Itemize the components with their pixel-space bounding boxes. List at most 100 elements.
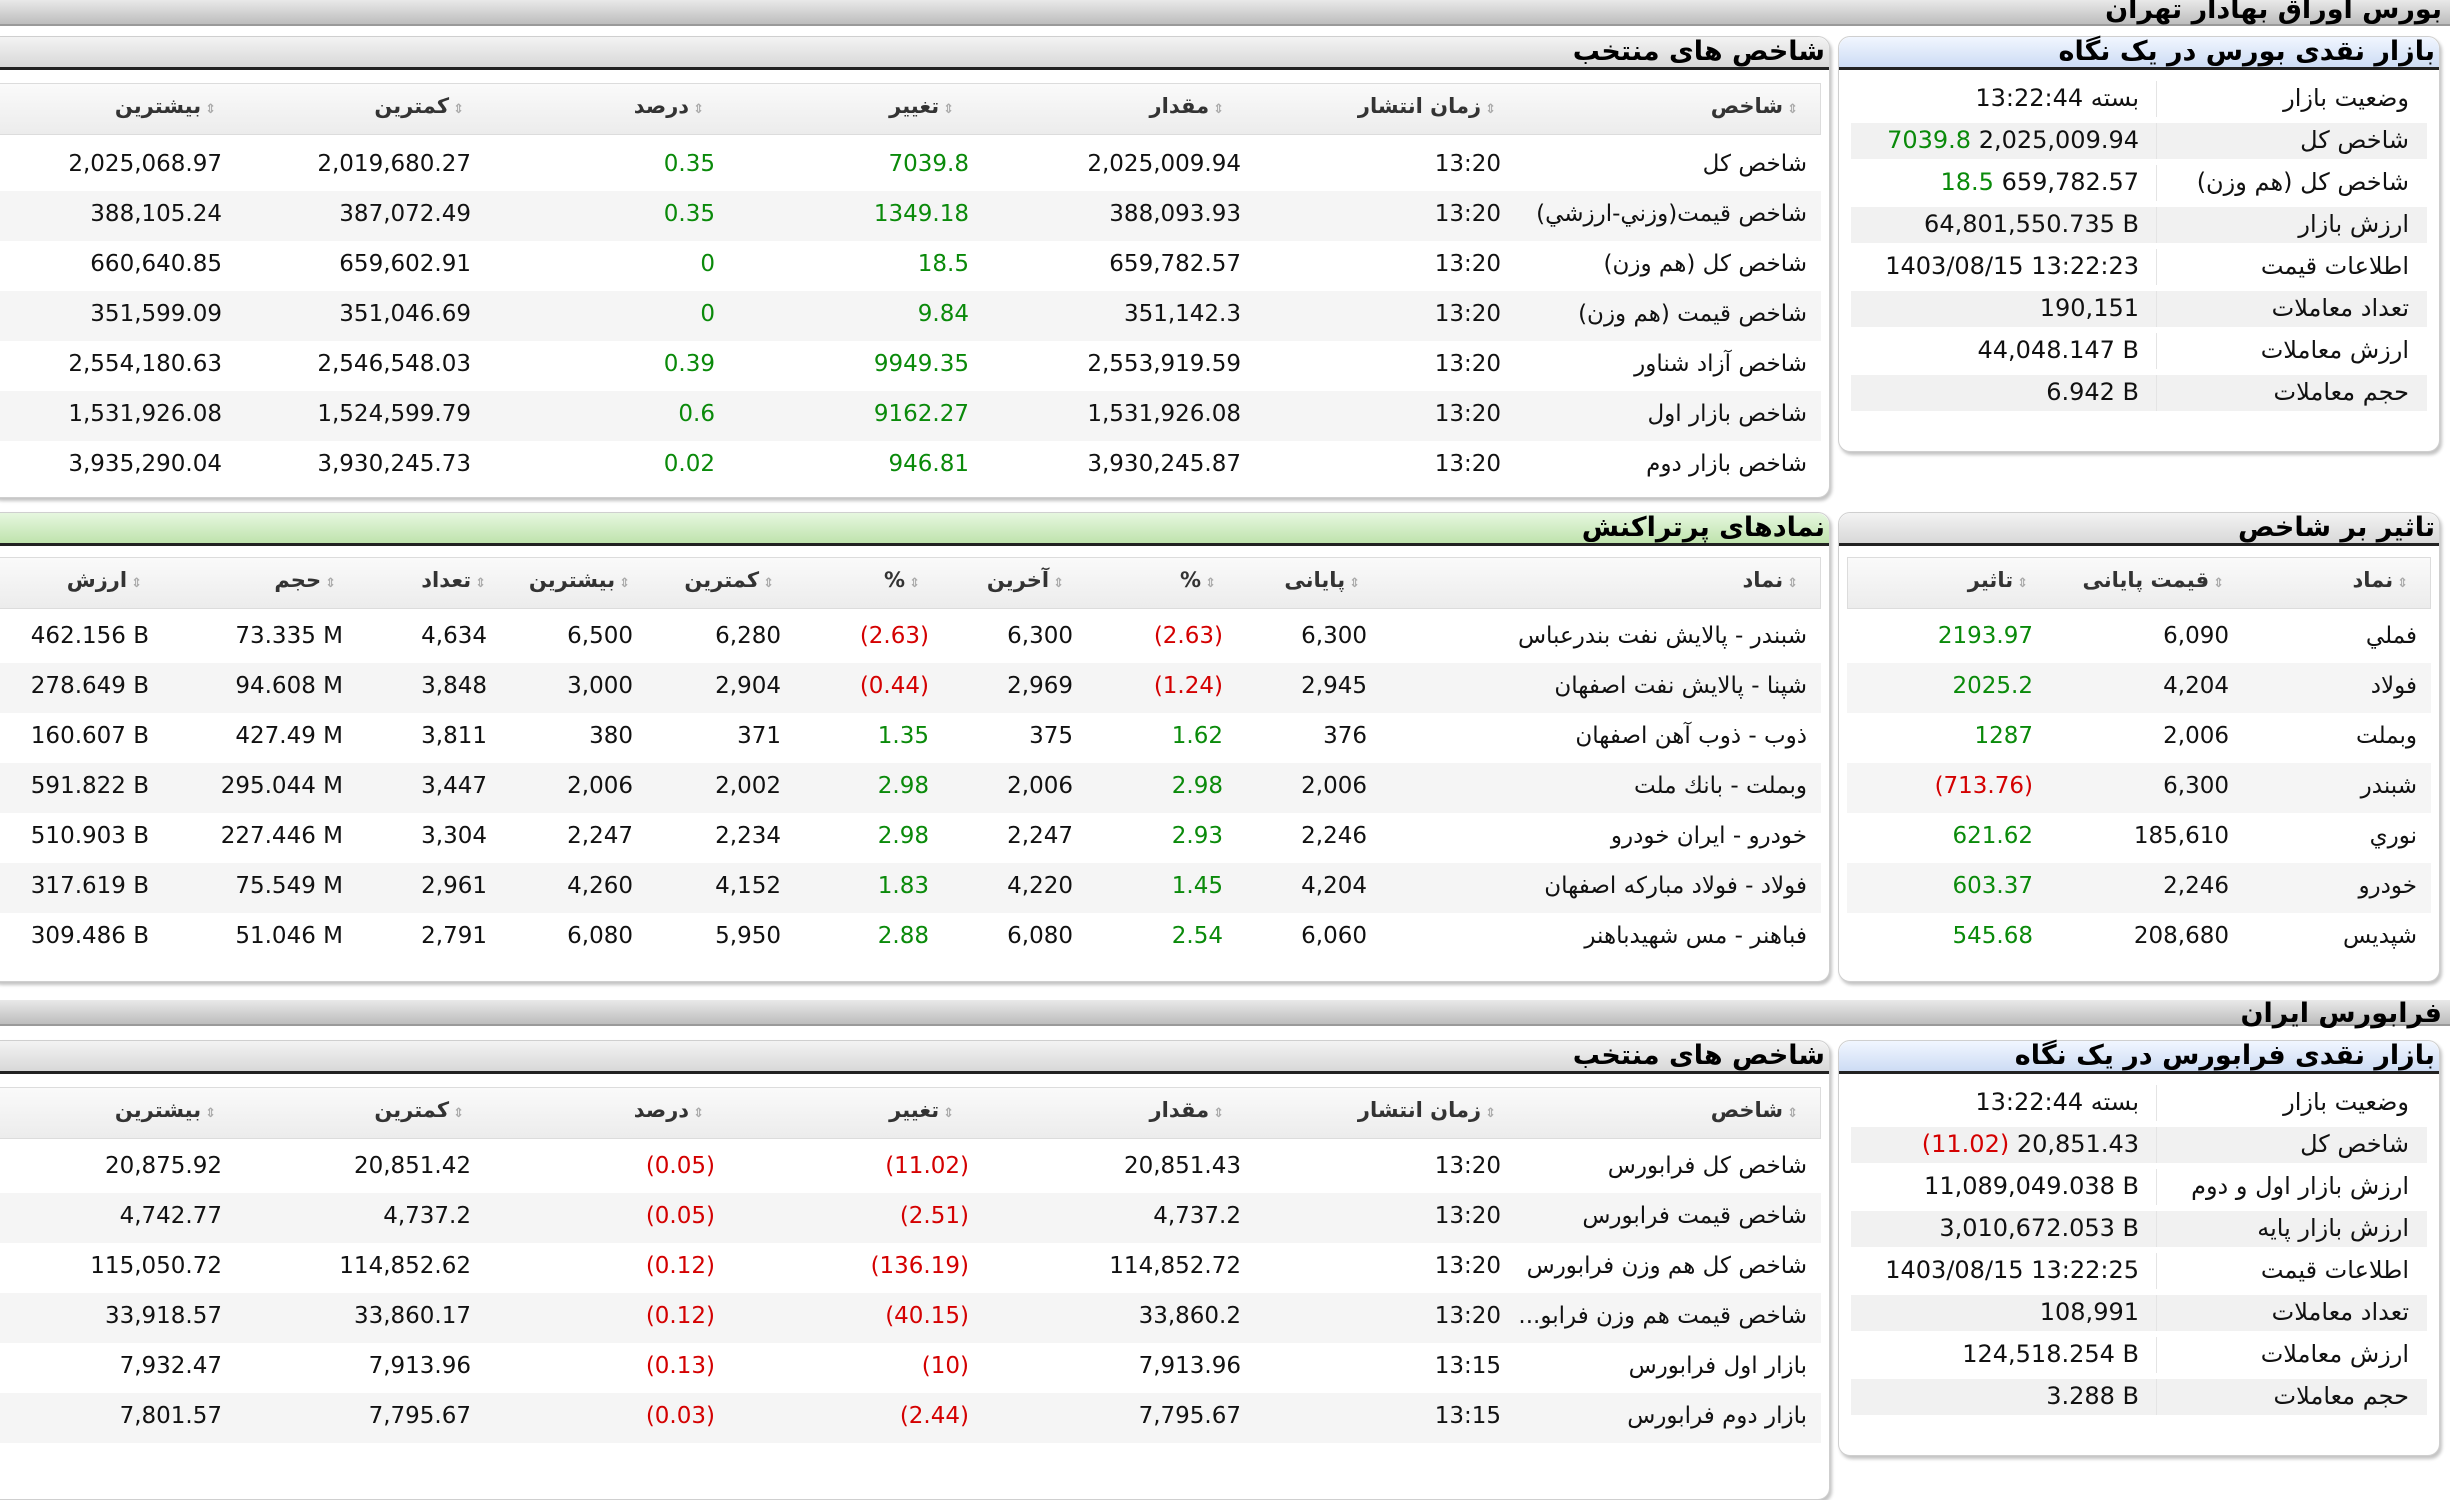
- column-header-symbol[interactable]: نماد: [2352, 568, 2408, 592]
- cell-name[interactable]: شاخص کل هم وزن فرابورس: [1526, 1253, 1807, 1279]
- cell-symbol[interactable]: فولاد: [2370, 673, 2417, 699]
- cell-close-pct: 2.98: [1171, 773, 1223, 799]
- column-header-change[interactable]: تغییر: [889, 1098, 954, 1122]
- cell-symbol[interactable]: خودرو: [2358, 873, 2417, 899]
- column-header-min[interactable]: کمترین: [684, 568, 774, 592]
- cell-name[interactable]: فباهنر - مس شهيدباهنر: [1584, 923, 1807, 949]
- glance-divider: [2156, 81, 2157, 117]
- column-header-min[interactable]: کمترین: [374, 1098, 464, 1122]
- cell-max: 380: [589, 723, 633, 749]
- cell-symbol[interactable]: فملي: [2365, 623, 2417, 649]
- cell-name[interactable]: خودرو - ايران خودرو: [1610, 823, 1807, 849]
- tse-active-panel: نمادهای پرتراکنش نماد پایانی% آخرین% کمترین…: [0, 512, 1830, 982]
- column-header-name[interactable]: نماد: [1742, 568, 1798, 592]
- cell-close: 2,246: [1301, 823, 1367, 849]
- column-header-max[interactable]: بیشترین: [529, 568, 630, 592]
- column-header-value[interactable]: ارزش: [67, 568, 142, 592]
- glance-value-text: 124,518.254 B: [1962, 1340, 2139, 1368]
- cell-name[interactable]: ذوب - ذوب آهن اصفهان: [1575, 723, 1807, 749]
- cell-change: 9.84: [917, 301, 969, 327]
- column-header-volume[interactable]: حجم: [274, 568, 336, 592]
- cell-impact: 1287: [1974, 723, 2033, 749]
- table-header-row: شاخص زمان انتشار مقدار تغییر درصد کمترین بیشتر…: [0, 1087, 1821, 1139]
- column-header-impact[interactable]: تاثیر: [1968, 568, 2028, 592]
- cell-percent: 0: [700, 301, 715, 327]
- cell-min: 5,950: [715, 923, 781, 949]
- glance-row: ارزش بازار اول و دوم 11,089,049.038 B: [1851, 1169, 2427, 1205]
- cell-impact: 603.37: [1952, 873, 2033, 899]
- cell-close: 2,945: [1301, 673, 1367, 699]
- column-header-name[interactable]: شاخص: [1711, 1098, 1798, 1122]
- cell-max: 7,801.57: [119, 1403, 222, 1429]
- glance-value: 3.288 B: [2046, 1382, 2139, 1410]
- cell-last: 2,006: [1007, 773, 1073, 799]
- cell-time: 13:20: [1434, 1303, 1501, 1329]
- column-header-percent[interactable]: درصد: [634, 1098, 704, 1122]
- glance-row: ارزش بازار پایه 3,010,672.053 B: [1851, 1211, 2427, 1247]
- cell-percent: (0.13): [645, 1353, 715, 1379]
- column-header-name[interactable]: شاخص: [1711, 94, 1798, 118]
- column-header-change[interactable]: تغییر: [889, 94, 954, 118]
- cell-symbol[interactable]: وبملت: [2355, 723, 2417, 749]
- cell-name[interactable]: فولاد - فولاد مباركه اصفهان: [1544, 873, 1807, 899]
- cell-price: 208,680: [2133, 923, 2229, 949]
- cell-name[interactable]: شاخص آزاد شناور: [1634, 351, 1807, 377]
- tse-active-header: نمادهای پرتراکنش: [0, 513, 1829, 546]
- column-header-price[interactable]: قیمت پایانی: [2082, 568, 2224, 592]
- row-stripe: [0, 1293, 1821, 1343]
- cell-name[interactable]: بازار دوم فرابورس: [1627, 1403, 1807, 1429]
- cell-name[interactable]: شپنا - پالايش نفت اصفهان: [1554, 673, 1807, 699]
- column-header-count[interactable]: تعداد: [421, 568, 486, 592]
- column-header-max[interactable]: بیشترین: [115, 94, 216, 118]
- column-header-time[interactable]: زمان انتشار: [1358, 1098, 1496, 1122]
- cell-name[interactable]: وبملت - بانك ملت: [1634, 773, 1807, 799]
- cell-name[interactable]: شاخص قیمت (هم وزن): [1578, 301, 1807, 327]
- cell-count: 2,961: [421, 873, 487, 899]
- tse-glance-header: بازار نقدی بورس در یک نگاه: [1839, 37, 2439, 70]
- tse-indices-title: شاخص های منتخب: [1572, 36, 1825, 67]
- glance-value: 11,089,049.038 B: [1924, 1172, 2139, 1200]
- cell-last-pct: 2.98: [877, 773, 929, 799]
- cell-time: 13:20: [1434, 1153, 1501, 1179]
- cell-name[interactable]: شاخص بازار اول: [1647, 401, 1807, 427]
- cell-percent: 0.35: [663, 151, 715, 177]
- cell-name[interactable]: بازار اول فرابورس: [1628, 1353, 1807, 1379]
- cell-last: 6,080: [1007, 923, 1073, 949]
- cell-name[interactable]: شاخص قیمت هم وزن فرابو...: [1518, 1303, 1807, 1329]
- column-header-max[interactable]: بیشترین: [115, 1098, 216, 1122]
- cell-name[interactable]: شبندر - پالايش نفت بندرعباس: [1517, 623, 1807, 649]
- cell-percent: (0.05): [645, 1153, 715, 1179]
- cell-min: 387,072.49: [339, 201, 471, 227]
- column-header-close-pct[interactable]: %: [1180, 568, 1216, 592]
- column-header-close[interactable]: پایانی: [1284, 568, 1360, 592]
- cell-change: (2.51): [899, 1203, 969, 1229]
- cell-name[interactable]: شاخص کل (هم وزن): [1603, 251, 1807, 277]
- tse-indices-panel: شاخص های منتخب شاخص زمان انتشار مقدار تغییر…: [0, 36, 1830, 498]
- column-header-last-pct[interactable]: %: [884, 568, 920, 592]
- cell-min: 2,546,548.03: [317, 351, 471, 377]
- cell-max: 660,640.85: [90, 251, 222, 277]
- cell-close: 4,204: [1301, 873, 1367, 899]
- cell-name[interactable]: شاخص قیمت فرابورس: [1582, 1203, 1807, 1229]
- column-header-min[interactable]: کمترین: [374, 94, 464, 118]
- column-header-percent[interactable]: درصد: [634, 94, 704, 118]
- column-header-last[interactable]: آخرین: [987, 568, 1064, 592]
- column-header-time[interactable]: زمان انتشار: [1358, 94, 1496, 118]
- cell-name[interactable]: شاخص کل فرابورس: [1607, 1153, 1807, 1179]
- cell-close: 6,300: [1301, 623, 1367, 649]
- cell-close-pct: (1.24): [1153, 673, 1223, 699]
- cell-value: 7,913.96: [1138, 1353, 1241, 1379]
- cell-symbol[interactable]: شبندر: [2360, 773, 2417, 799]
- cell-name[interactable]: شاخص کل: [1702, 151, 1807, 177]
- ifb-indices-title: شاخص های منتخب: [1572, 1040, 1825, 1071]
- column-header-value[interactable]: مقدار: [1150, 1098, 1224, 1122]
- row-stripe: [1847, 763, 2431, 813]
- glance-value: 108,991: [2040, 1298, 2139, 1326]
- cell-name[interactable]: شاخص بازار دوم: [1646, 451, 1807, 477]
- cell-symbol[interactable]: شپديس: [2342, 923, 2417, 949]
- column-header-value[interactable]: مقدار: [1150, 94, 1224, 118]
- cell-min: 2,002: [715, 773, 781, 799]
- cell-symbol[interactable]: نوري: [2369, 823, 2417, 849]
- cell-name[interactable]: شاخص قیمت(وزني-ارزشي): [1536, 201, 1807, 227]
- cell-change: (40.15): [885, 1303, 969, 1329]
